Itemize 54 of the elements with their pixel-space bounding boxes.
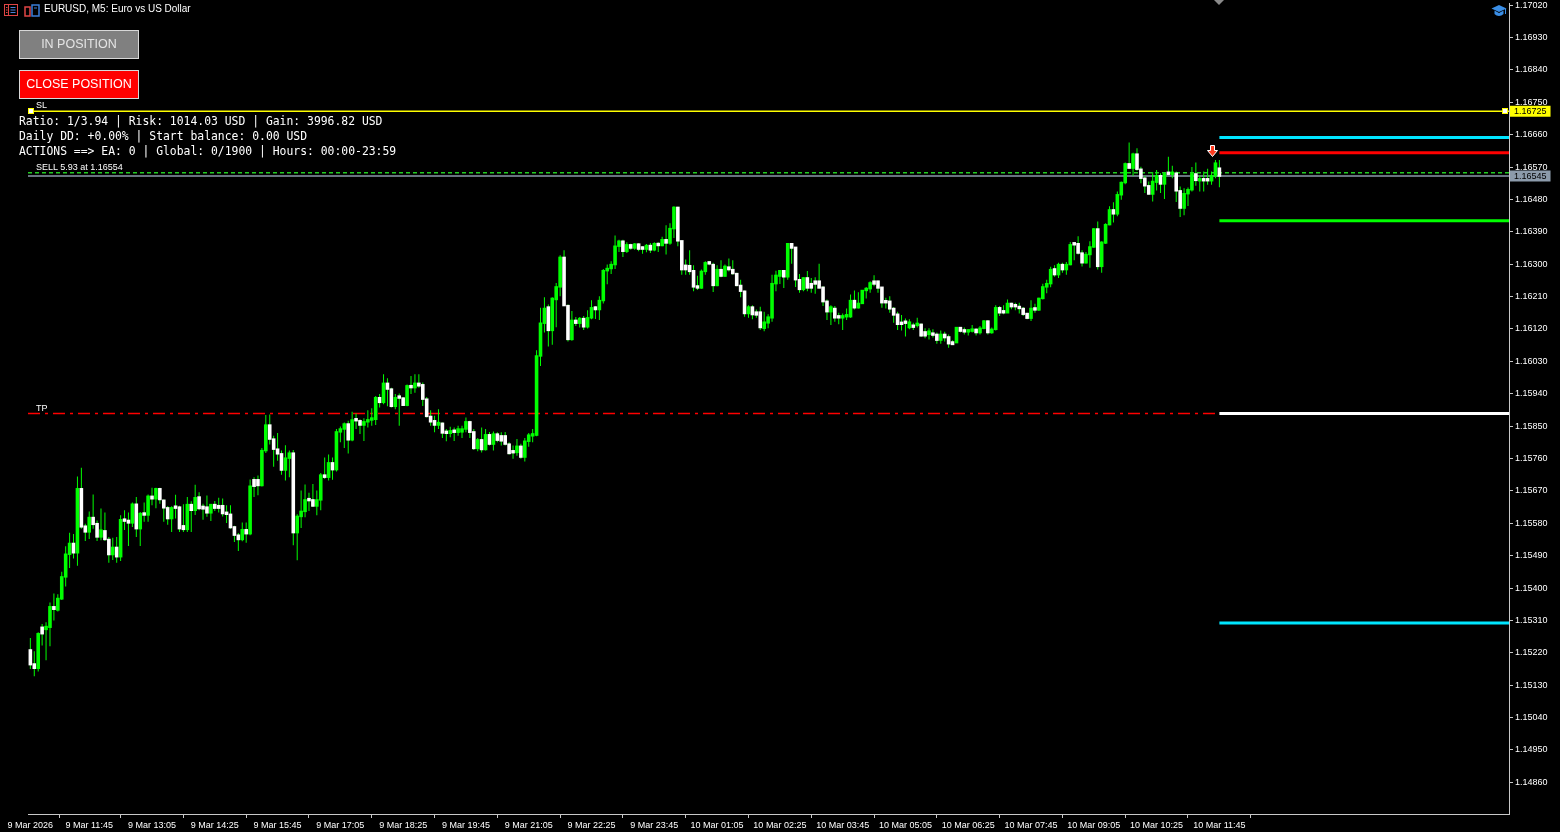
y-tick-label: 1.15850 [1515,420,1548,431]
annotation: Ratio: 1/3.94 | Risk: 1014.03 USD | Gain: 3996.82 USD [19,114,383,128]
chart-title: EURUSD, M5: Euro vs US Dollar [44,3,191,15]
annotation: ACTIONS ==> EA: 0 | Global: 0/1900 | Hours: 00:00-23:59 [19,144,397,158]
y-tick-label: 1.17020 [1515,0,1548,10]
y-tick-label: 1.15490 [1515,550,1548,561]
ref-line-label: TP [36,402,48,413]
y-tick-label: 1.16840 [1515,64,1548,75]
x-tick-label: 9 Mar 15:45 [253,819,302,830]
x-tick-label: 10 Mar 06:25 [941,819,995,830]
y-tick-label: 1.15220 [1515,647,1548,658]
x-tick-label: 10 Mar 01:05 [690,819,744,830]
x-tick-label: 10 Mar 05:05 [878,819,932,830]
x-tick-label: 10 Mar 07:45 [1004,819,1058,830]
x-tick-label: 10 Mar 10:25 [1130,819,1184,830]
x-tick-label: 10 Mar 02:25 [753,819,807,830]
y-tick-label: 1.16120 [1515,323,1548,334]
annotation: 1.16545 [1514,171,1547,182]
x-tick-label: 9 Mar 22:25 [567,819,616,830]
y-tick-label: 1.16390 [1515,226,1548,237]
y-tick-label: 1.15760 [1515,453,1548,463]
x-tick-label: 9 Mar 21:05 [504,819,553,830]
y-tick-label: 1.15310 [1515,614,1548,625]
y-tick-label: 1.15940 [1515,388,1548,399]
y-tick-label: 1.16570 [1515,161,1548,172]
y-tick-label: 1.15670 [1515,485,1548,496]
x-tick-label: 9 Mar 2026 [7,819,54,830]
x-tick-label: 9 Mar 14:25 [190,819,239,830]
x-tick-label: 9 Mar 18:25 [379,819,428,830]
y-tick-label: 1.16480 [1515,193,1548,204]
y-tick-label: 1.15580 [1515,517,1548,528]
y-tick-label: 1.15400 [1515,582,1548,593]
y-tick-label: 1.16660 [1515,129,1548,140]
y-tick-label: 1.14950 [1515,744,1548,755]
ref-line-label: SL [36,100,48,111]
ref-line-label: SELL 5.93 at 1.16554 [36,161,123,172]
y-tick-label: 1.16300 [1515,258,1548,269]
annotation: Daily DD: +0.00% | Start balance: 0.00 USD [19,129,308,143]
x-tick-label: 9 Mar 19:45 [441,819,490,830]
x-tick-label: 10 Mar 09:05 [1067,819,1121,830]
y-tick-label: 1.16750 [1515,96,1548,107]
x-tick-label: 9 Mar 11:45 [65,819,113,830]
y-tick-label: 1.16930 [1515,32,1548,43]
x-tick-label: 10 Mar 03:45 [816,819,870,830]
x-tick-label: 9 Mar 13:05 [127,819,177,830]
x-tick-label: 10 Mar 11:45 [1193,819,1246,830]
annotation: 1.16725 [1514,106,1547,117]
y-tick-label: 1.16210 [1515,291,1548,302]
x-tick-label: 9 Mar 23:45 [630,819,679,830]
y-tick-label: 1.16030 [1515,355,1548,366]
y-tick-label: 1.15130 [1515,679,1548,690]
y-tick-label: 1.15040 [1515,712,1548,723]
y-tick-label: 1.14860 [1515,776,1548,787]
x-tick-label: 9 Mar 17:05 [316,819,365,830]
